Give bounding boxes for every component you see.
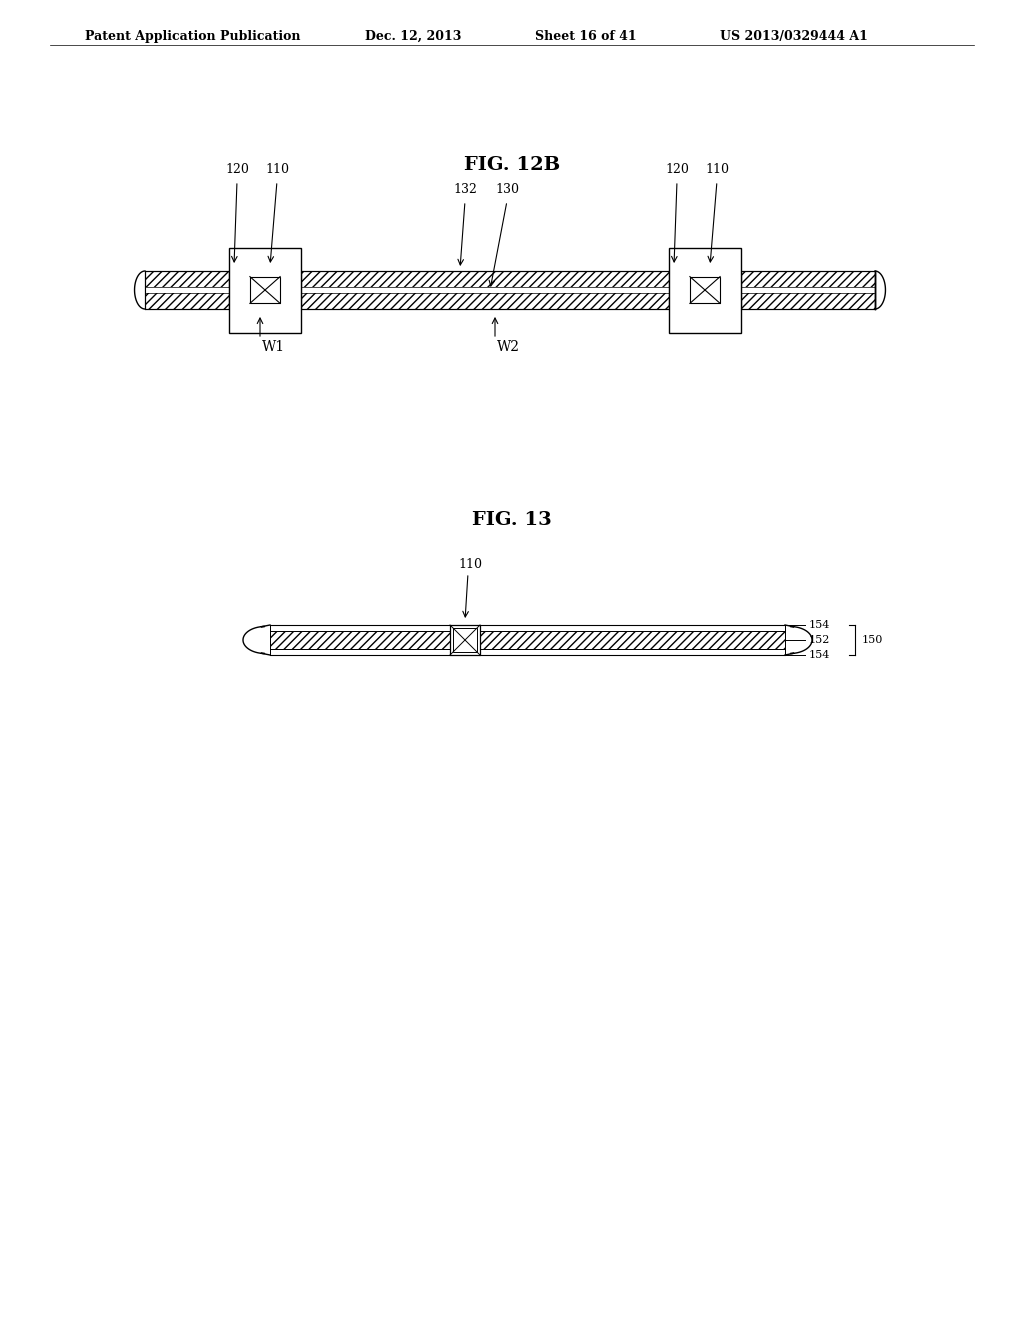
Bar (450, 624, 480, 655)
Bar (250, 277, 281, 304)
Text: Patent Application Publication: Patent Application Publication (85, 30, 300, 44)
Text: 152: 152 (809, 635, 830, 645)
Bar (145, 271, 229, 309)
Text: 110: 110 (265, 162, 289, 176)
Bar (741, 288, 874, 293)
Text: 154: 154 (809, 649, 830, 660)
Bar (480, 649, 785, 655)
Text: 130: 130 (495, 183, 519, 195)
Bar (301, 288, 669, 293)
Bar (669, 248, 741, 333)
Bar (453, 628, 477, 652)
Text: 110: 110 (458, 558, 482, 572)
Bar (270, 631, 450, 649)
Text: W2: W2 (497, 341, 519, 354)
Text: 150: 150 (862, 635, 884, 645)
Text: 132: 132 (453, 183, 477, 195)
Bar (301, 271, 669, 309)
Text: 120: 120 (225, 162, 249, 176)
Bar (690, 277, 720, 304)
Bar (741, 271, 874, 309)
Bar (145, 288, 229, 293)
Text: US 2013/0329444 A1: US 2013/0329444 A1 (720, 30, 868, 44)
Bar (270, 624, 450, 631)
Bar (480, 631, 785, 649)
Text: 120: 120 (665, 162, 689, 176)
Text: Sheet 16 of 41: Sheet 16 of 41 (535, 30, 637, 44)
Text: 110: 110 (705, 162, 729, 176)
Text: W1: W1 (261, 341, 285, 354)
Text: 154: 154 (809, 620, 830, 630)
Text: FIG. 13: FIG. 13 (472, 511, 552, 529)
Text: Dec. 12, 2013: Dec. 12, 2013 (365, 30, 462, 44)
Bar (480, 624, 785, 631)
Bar (270, 649, 450, 655)
Text: FIG. 12B: FIG. 12B (464, 156, 560, 174)
Bar (229, 248, 301, 333)
